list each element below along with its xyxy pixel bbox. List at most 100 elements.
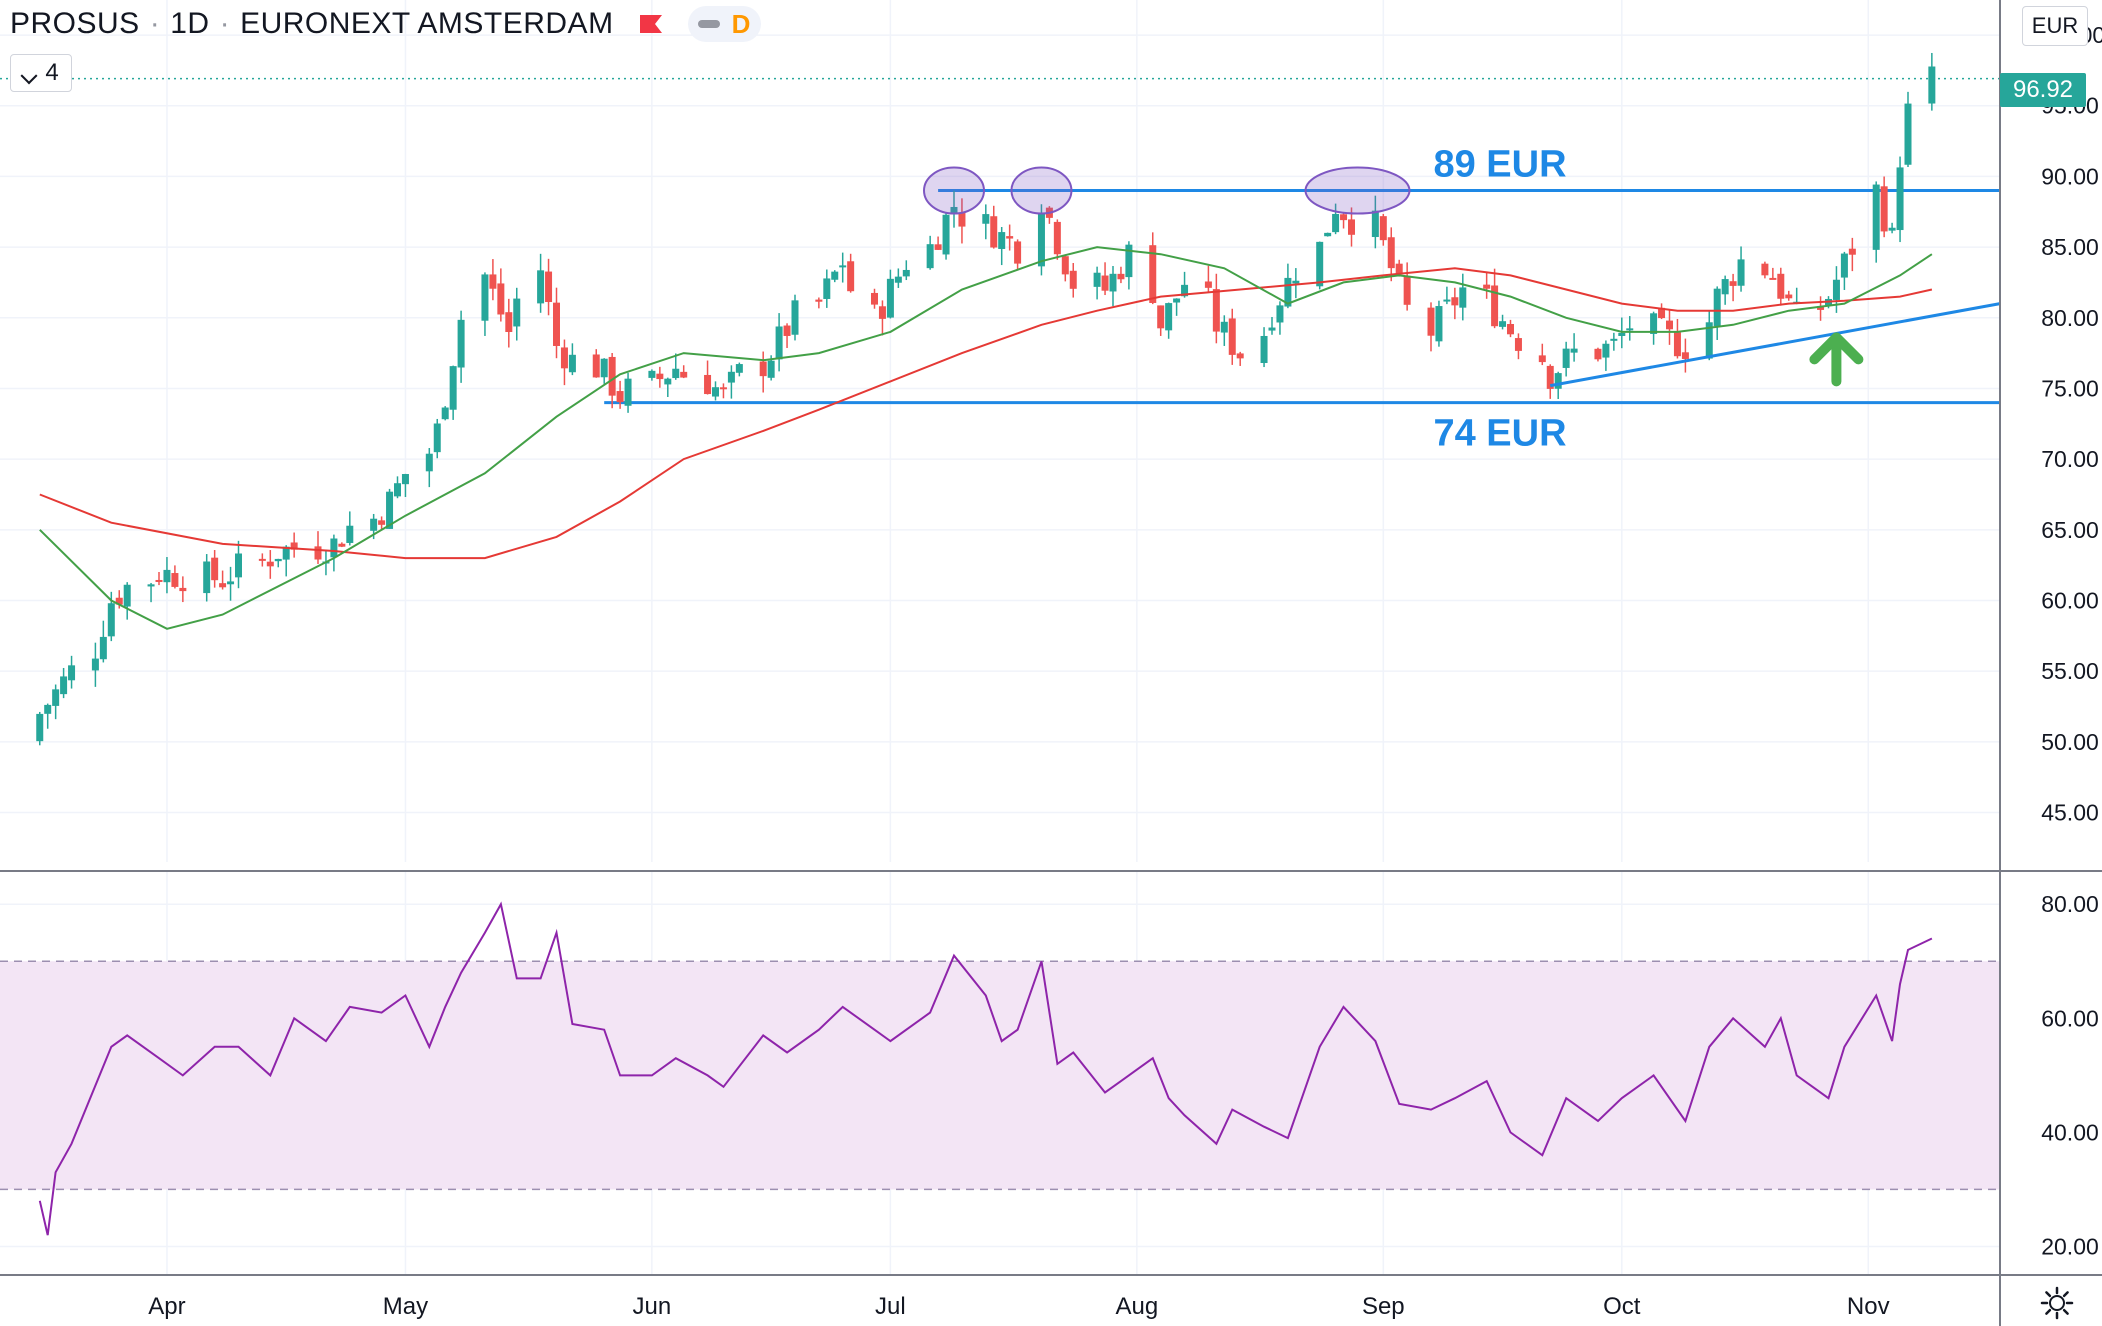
- candle-body: [568, 354, 576, 373]
- candle-body: [600, 358, 608, 378]
- candle-body: [878, 306, 886, 319]
- candle-body: [1681, 352, 1689, 359]
- candle-body: [1570, 348, 1578, 353]
- candle-body: [767, 360, 775, 378]
- candle-body: [1713, 288, 1721, 327]
- candle-body: [791, 300, 799, 335]
- price-tick-label: 45.00: [2041, 800, 2099, 826]
- candle-body: [1507, 323, 1514, 335]
- rsi-tick-label: 80.00: [2041, 891, 2099, 917]
- gear-icon[interactable]: [2040, 1286, 2074, 1320]
- symbol-title[interactable]: PROSUS · 1D · EURONEXT AMSTERDAM D: [10, 6, 761, 42]
- candle-body: [1427, 307, 1435, 336]
- rsi-line: [38, 901, 1933, 1236]
- indicators-toggle[interactable]: 4: [10, 54, 72, 92]
- candle-body: [1602, 343, 1610, 358]
- candle-body: [926, 244, 934, 269]
- candle-body: [505, 312, 513, 332]
- candle-body: [1554, 373, 1562, 389]
- resistance-label: 89 EUR: [1433, 144, 1566, 186]
- price-tick-label: 60.00: [2041, 587, 2099, 613]
- interval-label: 1D: [170, 7, 210, 40]
- candle-body: [1125, 244, 1133, 278]
- candle-body: [1324, 232, 1332, 237]
- candle-body: [1340, 214, 1348, 221]
- flag-icon[interactable]: [638, 13, 664, 35]
- candle-body: [1276, 305, 1284, 323]
- candle-body: [1173, 298, 1181, 303]
- candle-body: [894, 276, 902, 283]
- candle-body: [719, 387, 727, 390]
- candle-body: [1212, 289, 1220, 332]
- candle-body: [664, 378, 672, 385]
- support-label: 74 EUR: [1433, 413, 1566, 455]
- candle-body: [1014, 241, 1022, 264]
- candle-body: [871, 292, 878, 305]
- candle-body: [266, 561, 274, 567]
- candle-body: [1538, 355, 1546, 363]
- candle-body: [1872, 184, 1880, 250]
- candle-body: [386, 491, 394, 529]
- candle-body: [338, 543, 346, 547]
- slow-moving-average-line: [39, 267, 1933, 560]
- arrow-up-icon: [1809, 332, 1864, 387]
- x-tick-label: May: [383, 1293, 428, 1320]
- candle-body: [107, 603, 115, 637]
- candle-body: [783, 325, 791, 336]
- candle-body: [998, 232, 1006, 249]
- candle-body: [847, 261, 855, 292]
- rsi-tick-label: 40.00: [2041, 1119, 2099, 1145]
- x-tick-label: Jul: [875, 1293, 906, 1320]
- mode-letter: D: [731, 8, 751, 39]
- candle-body: [330, 538, 338, 558]
- candle-body: [401, 474, 409, 485]
- candle-body: [1220, 321, 1228, 333]
- candle-body: [1069, 270, 1077, 289]
- candle-body: [1061, 256, 1069, 275]
- candle-body: [1117, 273, 1125, 280]
- candle-body: [1228, 318, 1236, 355]
- highlight-ellipse: [923, 166, 985, 215]
- candle-body: [1880, 186, 1888, 232]
- candle-body: [123, 584, 131, 607]
- candlesticks: [36, 52, 1936, 746]
- moving-averages: [39, 246, 1933, 630]
- candle-body: [624, 378, 632, 406]
- candle-body: [211, 557, 219, 581]
- candle-body: [950, 206, 958, 213]
- mode-pill[interactable]: D: [687, 6, 761, 42]
- candle-body: [839, 265, 847, 268]
- rsi-tick-label: 60.00: [2041, 1005, 2099, 1031]
- candle-body: [759, 361, 767, 377]
- candle-body: [1514, 338, 1522, 351]
- rsi-band-fill: [0, 961, 2000, 1190]
- candle-body: [1769, 277, 1777, 280]
- candle-body: [545, 271, 553, 303]
- candle-body: [1888, 227, 1896, 231]
- x-tick-label: Jun: [633, 1293, 672, 1320]
- rsi-band: [0, 960, 2000, 1191]
- highlight-ellipse: [1304, 166, 1411, 215]
- candle-body: [616, 391, 624, 403]
- price-tick-label: 75.00: [2041, 375, 2099, 401]
- candle-body: [1403, 275, 1411, 305]
- x-tick-label: Nov: [1847, 1293, 1890, 1320]
- candle-body: [1904, 103, 1912, 165]
- candle-body: [441, 407, 449, 420]
- candle-body: [1053, 221, 1061, 255]
- candle-body: [1316, 241, 1324, 287]
- candle-body: [560, 347, 568, 369]
- candle-body: [1721, 279, 1729, 295]
- candle-body: [990, 216, 998, 248]
- candle-body: [282, 546, 290, 560]
- highlight-ellipse: [1010, 166, 1073, 215]
- exchange-name: EURONEXT AMSTERDAM: [240, 7, 614, 40]
- candle-body: [449, 366, 457, 410]
- candle-body: [179, 587, 187, 592]
- currency-button[interactable]: EUR: [2022, 6, 2088, 46]
- candle-body: [171, 573, 179, 587]
- indicator-count: 4: [45, 59, 59, 86]
- candle-body: [497, 283, 505, 315]
- candle-body: [1673, 332, 1681, 357]
